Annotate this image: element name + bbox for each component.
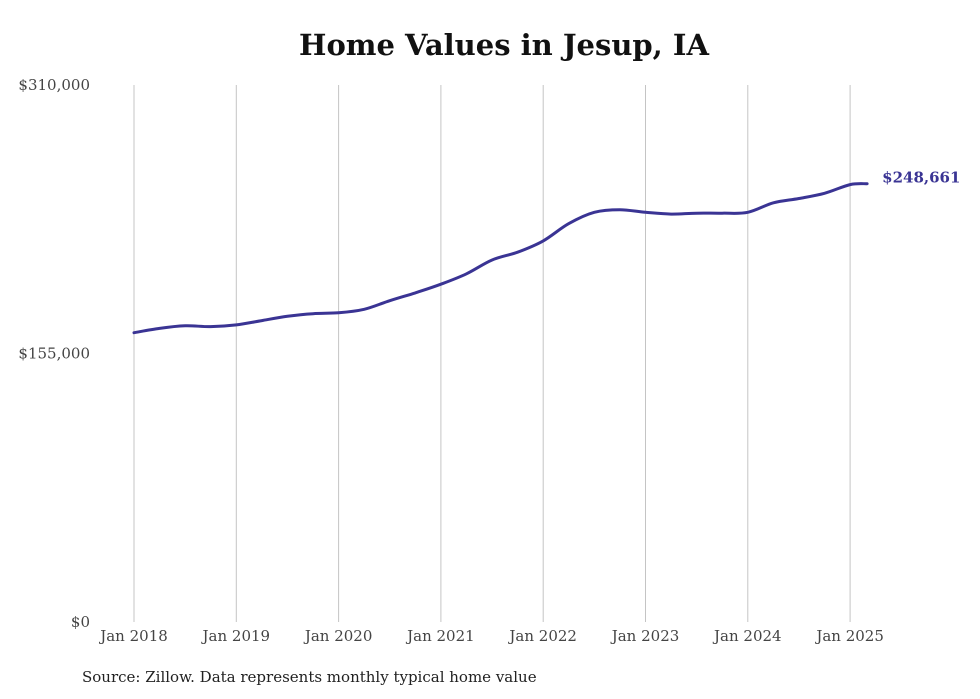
latest-value-label: $248,661: [882, 169, 960, 187]
x-tick-label: Jan 2024: [712, 627, 782, 645]
chart-title: Home Values in Jesup, IA: [299, 28, 709, 62]
y-tick-label: $0: [71, 613, 90, 631]
x-tick-label: Jan 2018: [98, 627, 168, 645]
home-value-line: [132, 182, 869, 335]
source-note: Source: Zillow. Data represents monthly …: [82, 668, 537, 686]
x-tick-label: Jan 2023: [610, 627, 680, 645]
x-tick-label: Jan 2021: [405, 627, 475, 645]
x-tick-label: Jan 2019: [201, 627, 271, 645]
x-tick-label: Jan 2020: [303, 627, 373, 645]
y-tick-label: $310,000: [18, 76, 90, 94]
x-tick-label: Jan 2022: [507, 627, 577, 645]
y-tick-label: $155,000: [18, 345, 90, 363]
x-tick-label: Jan 2025: [814, 627, 884, 645]
y-axis-ticks: $0 $155,000 $310,000: [18, 76, 90, 631]
x-axis-ticks: Jan 2018 Jan 2019 Jan 2020 Jan 2021 Jan 2022…: [98, 627, 884, 645]
gridlines: [133, 85, 851, 622]
